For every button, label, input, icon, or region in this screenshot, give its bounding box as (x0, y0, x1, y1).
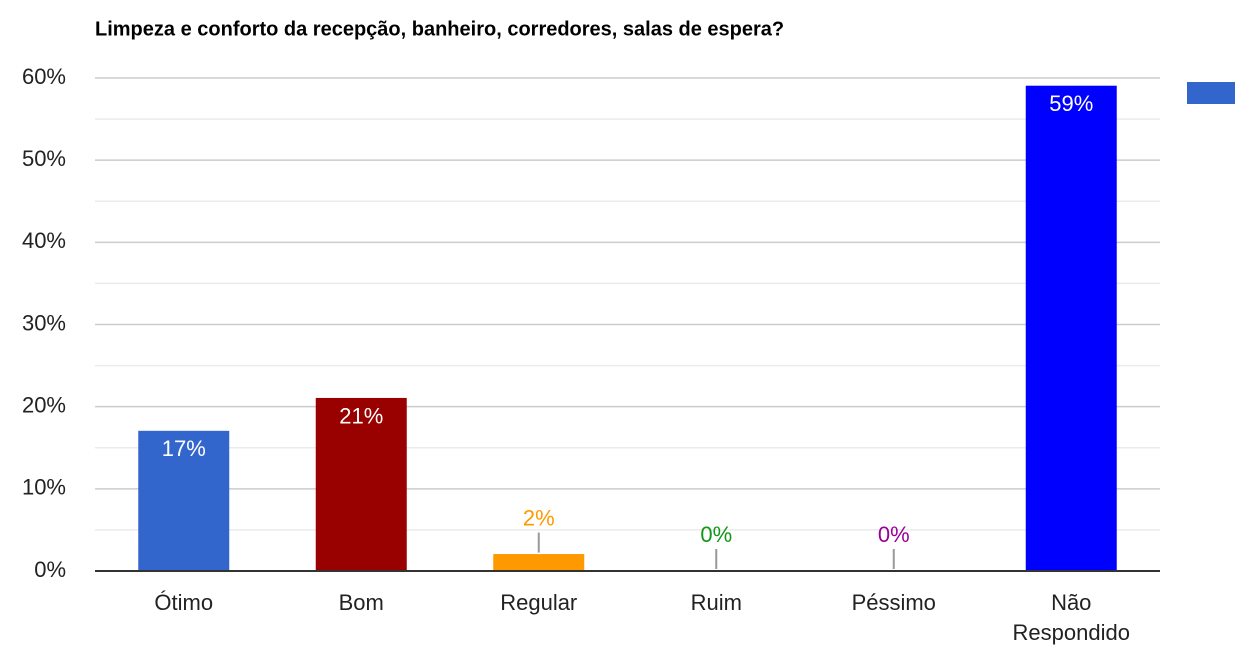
y-tick-label: 40% (22, 228, 66, 253)
bar (1025, 85, 1117, 572)
x-tick-label: Péssimo (851, 590, 936, 615)
bar (138, 430, 230, 572)
x-tick-label: Regular (500, 590, 578, 615)
data-label: 21% (339, 403, 383, 428)
y-tick-label: 30% (22, 310, 66, 335)
data-label: 17% (162, 436, 206, 461)
x-tick-label: Ruim (690, 590, 742, 615)
y-tick-label: 10% (22, 475, 66, 500)
y-tick-label: 60% (22, 64, 66, 89)
y-tick-label: 50% (22, 146, 66, 171)
y-tick-label: 0% (34, 557, 66, 582)
data-label: 59% (1049, 91, 1093, 116)
x-tick-label: Ótimo (154, 590, 214, 615)
bar (315, 397, 407, 572)
x-tick-label: Bom (338, 590, 384, 615)
bar (493, 554, 585, 572)
chart-title: Limpeza e conforto da recepção, banheiro… (95, 18, 784, 40)
legend-swatch (1187, 82, 1235, 104)
x-tick-label: Não Respondido (1012, 590, 1130, 645)
data-label: 0% (700, 522, 732, 547)
data-label: 0% (878, 522, 910, 547)
data-label: 2% (523, 505, 555, 530)
y-tick-label: 20% (22, 392, 66, 417)
